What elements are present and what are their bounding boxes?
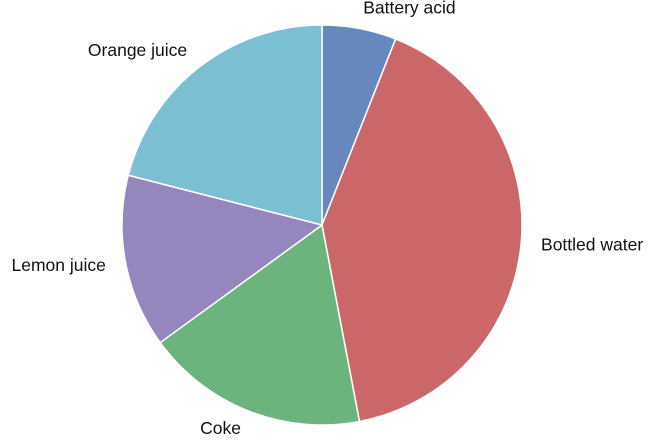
pie-label-lemon-juice: Lemon juice bbox=[12, 255, 106, 275]
pie-label-battery-acid: Battery acid bbox=[363, 0, 455, 18]
pie-slice-lemon-juice bbox=[121, 174, 323, 344]
pie-label-orange-juice: Orange juice bbox=[88, 40, 187, 60]
pie-slice-bottled-water bbox=[321, 38, 523, 423]
pie-slice-coke bbox=[159, 224, 361, 426]
pie-slices bbox=[121, 24, 523, 426]
pie-labels: Battery acid Bottled water Coke Lemon juice… bbox=[12, 0, 644, 438]
pie-label-coke: Coke bbox=[200, 418, 241, 438]
pie-slice-orange-juice bbox=[127, 24, 323, 226]
pie-label-bottled-water: Bottled water bbox=[541, 234, 643, 254]
